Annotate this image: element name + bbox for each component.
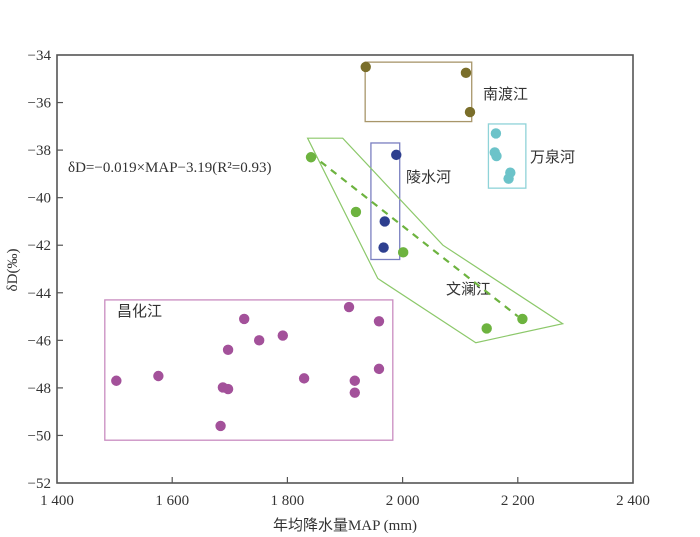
- regression-line: [309, 152, 519, 318]
- y-tick-label: −52: [28, 476, 51, 492]
- data-point: [391, 149, 402, 161]
- group-box: [104, 299, 394, 441]
- group-box: [364, 61, 473, 123]
- regression-annotation: δD=−0.019×MAP−3.19(R²=0.93): [68, 160, 271, 176]
- group-label: 昌化江: [117, 303, 162, 320]
- y-tick-label: −42: [28, 238, 51, 254]
- y-tick-label: −34: [28, 48, 52, 64]
- data-point: [153, 370, 164, 382]
- data-point: [253, 335, 265, 346]
- group-label: 陵水河: [406, 169, 451, 186]
- group-box: [487, 123, 527, 189]
- x-tick-label: 2 400: [616, 493, 650, 509]
- x-tick-label: 2 200: [501, 493, 535, 509]
- data-point: [490, 128, 502, 139]
- data-point: [349, 387, 360, 398]
- data-point: [464, 106, 476, 118]
- data-point: [397, 247, 409, 258]
- data-point: [222, 344, 234, 356]
- data-point: [215, 420, 226, 432]
- data-point: [460, 67, 472, 79]
- group-label: 南渡江: [483, 86, 528, 103]
- data-point: [503, 173, 514, 184]
- y-tick-label: −40: [28, 191, 51, 207]
- data-point: [298, 373, 310, 384]
- data-point: [481, 323, 492, 334]
- data-point: [373, 363, 385, 375]
- y-tick-label: −36: [28, 96, 52, 112]
- x-axis-label: 年均降水量MAP (mm): [273, 517, 417, 534]
- data-point: [277, 330, 288, 341]
- data-point: [517, 313, 528, 325]
- data-point: [379, 216, 390, 227]
- y-axis-label: δD(‰): [5, 249, 21, 292]
- data-point: [305, 152, 317, 163]
- y-tick-label: −50: [28, 428, 51, 444]
- group-label: 万泉河: [530, 149, 575, 166]
- group-box: [370, 142, 401, 261]
- data-point: [111, 375, 122, 386]
- data-point: [222, 383, 234, 395]
- y-tick-label: −46: [28, 333, 52, 349]
- data-point: [349, 375, 360, 386]
- y-tick-label: −38: [28, 143, 51, 159]
- plot-frame: [56, 54, 634, 484]
- x-tick-label: 2 000: [386, 493, 420, 509]
- x-tick-label: 1 800: [271, 493, 305, 509]
- group-polygon: [306, 137, 565, 344]
- group-label: 文澜江: [446, 281, 491, 298]
- data-point: [360, 61, 371, 73]
- y-tick-label: −44: [28, 286, 52, 302]
- data-point: [378, 242, 389, 253]
- y-tick-label: −48: [28, 381, 51, 397]
- data-point: [491, 150, 502, 162]
- data-point: [373, 316, 385, 327]
- data-point: [350, 206, 362, 218]
- data-point: [239, 313, 250, 325]
- x-tick-label: 1 400: [40, 493, 74, 509]
- x-tick-label: 1 600: [155, 493, 189, 509]
- data-point: [343, 301, 355, 313]
